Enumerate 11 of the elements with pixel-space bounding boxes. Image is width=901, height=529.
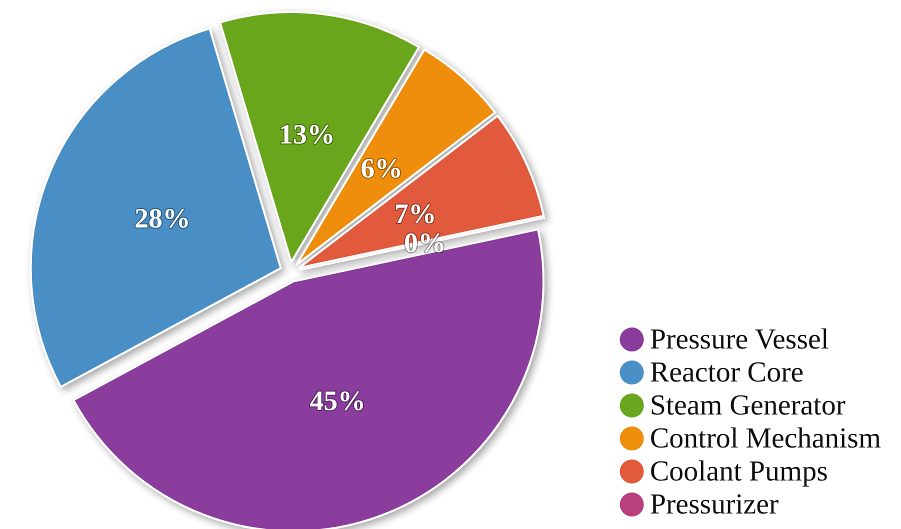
legend-label: Coolant Pumps xyxy=(650,456,828,488)
data-label: 7% xyxy=(394,198,436,230)
legend-label: Reactor Core xyxy=(650,356,804,388)
data-label: 45% xyxy=(310,386,366,418)
data-label: 6% xyxy=(360,153,403,184)
data-label: 13% xyxy=(279,120,336,151)
data-label: 28% xyxy=(134,204,191,235)
legend-label: Steam Generator xyxy=(650,390,846,422)
legend-label: Pressure Vessel xyxy=(650,324,829,356)
legend-label: Pressurizer xyxy=(650,488,780,520)
legend-label: Control Mechanism xyxy=(650,422,882,454)
